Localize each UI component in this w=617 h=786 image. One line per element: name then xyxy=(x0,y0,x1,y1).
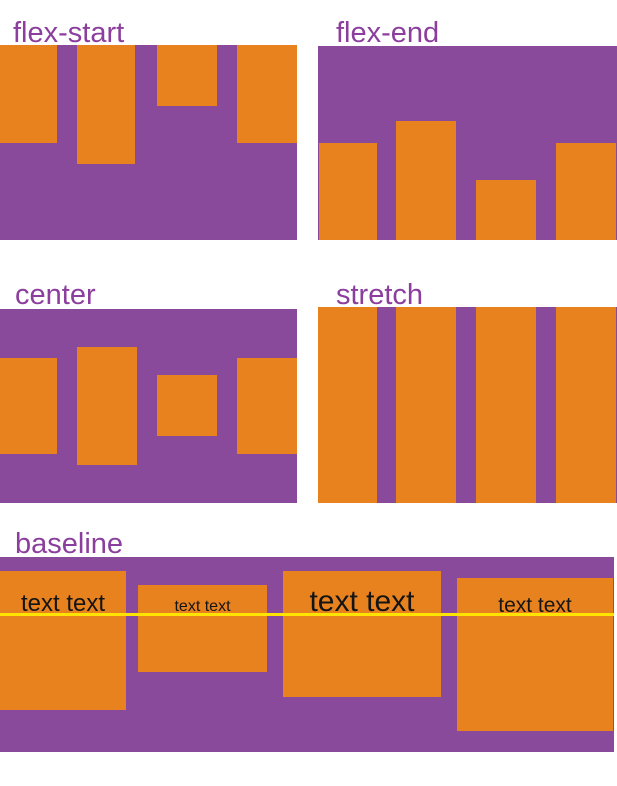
flex-item xyxy=(237,45,297,143)
flex-item xyxy=(77,347,137,465)
flex-item xyxy=(138,585,267,672)
flex-item xyxy=(157,375,217,436)
panel-label-stretch: stretch xyxy=(336,279,424,311)
flex-item xyxy=(319,143,377,240)
flex-item xyxy=(237,358,297,454)
flex-item xyxy=(0,571,126,710)
flex-item-text: text text xyxy=(174,598,231,615)
flex-item xyxy=(77,45,135,164)
panel-label-flex-start: flex-start xyxy=(13,17,125,49)
flex-item xyxy=(0,45,57,143)
panel-label-flex-end: flex-end xyxy=(336,17,440,49)
flex-item xyxy=(283,571,441,697)
flex-item-text: text text xyxy=(20,590,106,617)
flex-item xyxy=(157,45,217,106)
panel-label-baseline: baseline xyxy=(15,528,124,560)
flex-item xyxy=(0,358,57,454)
flex-item xyxy=(476,180,536,240)
flex-item xyxy=(396,121,456,240)
flex-item xyxy=(457,578,613,731)
flex-item xyxy=(476,307,536,503)
flex-item xyxy=(396,307,456,503)
flex-item-text: text text xyxy=(498,594,572,617)
flex-item-text: text text xyxy=(309,585,415,618)
flex-item xyxy=(318,307,377,503)
baseline-indicator-line xyxy=(0,613,614,616)
panel-label-center: center xyxy=(15,279,96,311)
flex-item xyxy=(556,307,616,503)
flex-item xyxy=(556,143,616,240)
